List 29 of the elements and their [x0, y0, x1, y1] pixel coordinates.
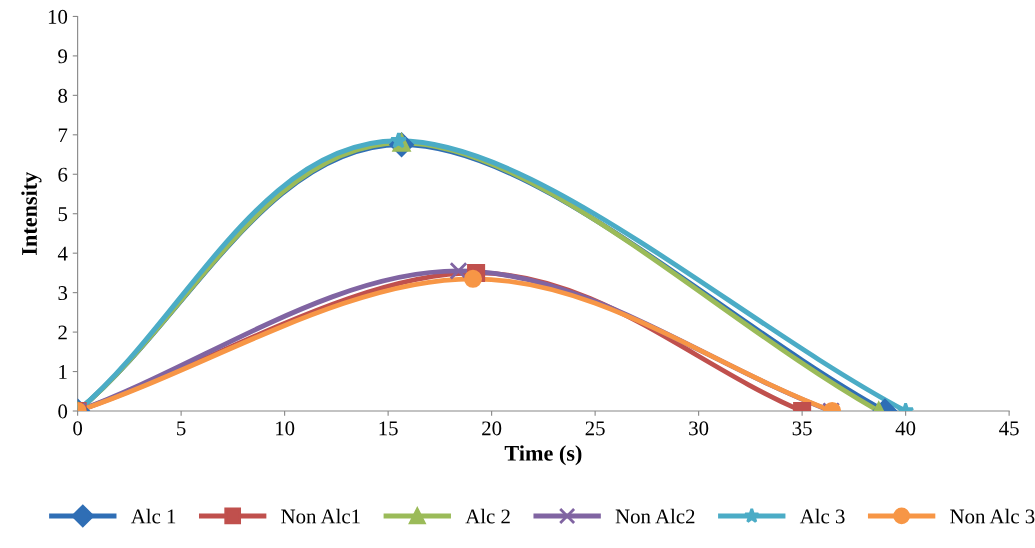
y-tick-label: 6 — [58, 167, 68, 182]
legend-label: Alc 2 — [465, 508, 510, 524]
y-tick-label: 9 — [58, 49, 68, 64]
x-tick-label: 5 — [177, 421, 186, 436]
legend-label: Non Alc2 — [615, 508, 695, 524]
x-tick-label: 40 — [895, 421, 916, 436]
y-tick-label: 7 — [58, 128, 68, 143]
y-tick-label: 3 — [58, 286, 68, 301]
x-axis-title: Time (s) — [504, 445, 582, 466]
legend-label: Alc 3 — [799, 508, 845, 524]
y-tick-label: 10 — [48, 9, 68, 24]
y-tick-label: 8 — [58, 88, 68, 103]
y-tick-label: 1 — [59, 365, 67, 379]
x-tick-label: 15 — [379, 421, 398, 436]
legend-label: Alc 1 — [130, 508, 176, 524]
y-tick-label: 2 — [58, 325, 67, 340]
y-tick-label: 5 — [58, 207, 68, 222]
x-tick-label: 10 — [276, 421, 295, 436]
x-tick-label: 0 — [73, 421, 83, 436]
x-tick-label: 20 — [482, 421, 502, 436]
legend-label: Non Alc 3 — [950, 508, 1035, 524]
y-axis-title: Intensity — [21, 171, 42, 255]
x-tick-label: 45 — [999, 421, 1019, 436]
y-tick-label: 0 — [58, 404, 68, 419]
y-tick-label: 4 — [57, 246, 68, 261]
x-tick-label: 35 — [792, 421, 812, 436]
x-tick-label: 25 — [585, 421, 605, 436]
x-tick-label: 30 — [689, 421, 709, 436]
legend-label: Non Alc1 — [281, 508, 360, 524]
